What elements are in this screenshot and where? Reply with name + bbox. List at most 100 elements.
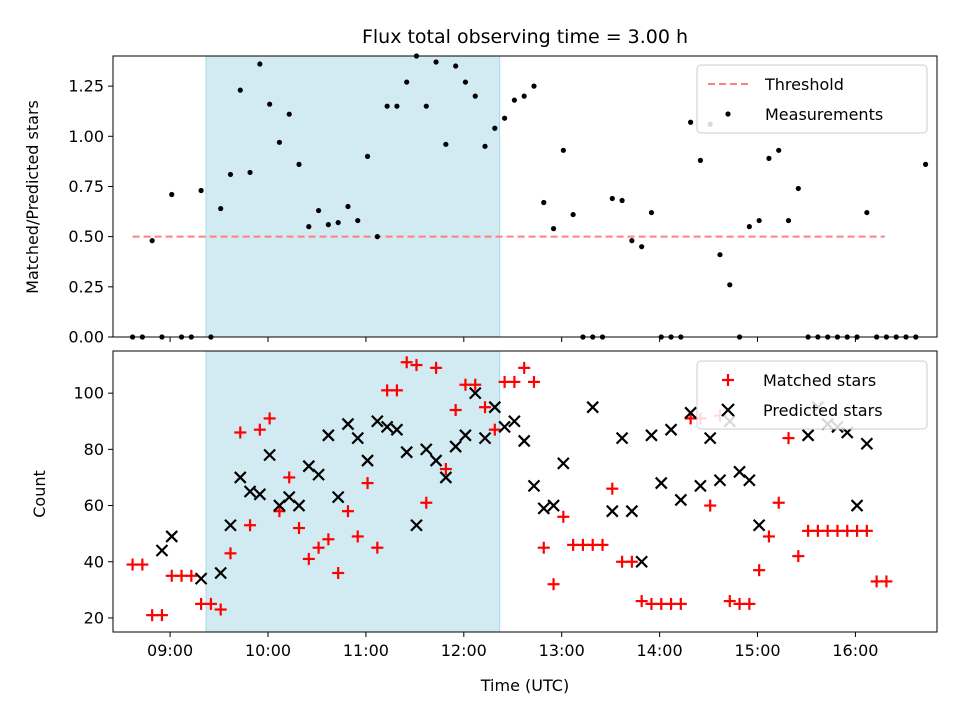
matched-point (547, 578, 560, 591)
matched-point (253, 423, 266, 436)
measurement-point (521, 93, 527, 99)
measurement-point (502, 115, 508, 121)
matched-point (860, 524, 873, 537)
measurement-point (570, 211, 576, 218)
matched-point (537, 541, 550, 554)
measurement-point (648, 209, 655, 216)
measurement-point (717, 252, 723, 258)
legend-threshold-label: Threshold (764, 75, 844, 94)
predicted-point (508, 414, 521, 428)
predicted-point (429, 454, 443, 467)
predicted-point (341, 417, 355, 431)
matched-point (351, 530, 364, 543)
predicted-point (449, 440, 462, 453)
matched-point (762, 530, 775, 543)
measurement-point (384, 103, 390, 109)
top-y-axis-label: Matched/Predicted stars (23, 100, 42, 294)
matched-point (508, 375, 521, 388)
matched-point (341, 505, 354, 518)
matched-point (204, 597, 217, 610)
shaded-interval (205, 350, 501, 633)
measurement-point (149, 238, 155, 244)
matched-point (185, 569, 198, 582)
measurement-point (492, 125, 498, 131)
measurement-point (864, 209, 870, 216)
predicted-point (694, 479, 707, 493)
predicted-point (801, 429, 815, 442)
matched-point (400, 356, 413, 369)
y-tick-label: 0.00 (68, 328, 104, 347)
y-tick-label: 0.75 (68, 177, 104, 196)
predicted-point (292, 499, 306, 512)
measurement-point (247, 169, 253, 176)
matched-point (214, 603, 227, 616)
matched-point (302, 552, 315, 565)
measurement-point (345, 203, 351, 210)
matched-point (518, 361, 531, 374)
matched-point (136, 558, 149, 571)
matched-point (234, 426, 247, 439)
measurement-point (531, 83, 537, 89)
predicted-point (527, 479, 541, 493)
y-tick-label: 80 (84, 440, 104, 459)
measurement-point (619, 197, 625, 204)
measurement-point (560, 147, 566, 153)
y-tick-label: 1.25 (68, 77, 104, 96)
legend-measurements-marker (725, 111, 731, 117)
predicted-point (654, 476, 668, 490)
x-tick-label: 12:00 (441, 641, 487, 660)
predicted-point (155, 544, 169, 557)
measurement-point (776, 147, 782, 153)
matched-point (557, 510, 570, 523)
matched-point (420, 496, 433, 509)
predicted-point (224, 518, 237, 532)
top-panel: 0.00 0.25 0.50 0.75 1.00 1.25 (68, 53, 938, 347)
matched-point (361, 477, 374, 490)
predicted-point (351, 431, 365, 445)
top-legend: Threshold Measurements (696, 64, 928, 134)
predicted-point (400, 445, 413, 459)
x-tick-label: 10:00 (245, 641, 291, 660)
matched-point (469, 378, 482, 391)
measurement-point (541, 199, 547, 206)
measurement-point (257, 61, 263, 67)
predicted-point (606, 504, 619, 518)
measurement-point (550, 226, 557, 232)
x-tick-label: 14:00 (637, 641, 683, 660)
measurement-point (756, 217, 762, 224)
predicted-point (380, 420, 394, 434)
predicted-point (537, 502, 551, 515)
measurement-point (727, 282, 733, 288)
legend-predicted-label: Predicted stars (763, 401, 883, 420)
matched-point (753, 564, 766, 577)
measurement-point (296, 161, 302, 167)
predicted-point (615, 431, 629, 445)
measurement-point (609, 195, 615, 202)
matched-point (390, 384, 403, 397)
measurement-point (629, 238, 635, 244)
measurement-point (169, 191, 175, 198)
predicted-point (214, 566, 227, 580)
matched-point (743, 597, 756, 610)
predicted-point (312, 468, 325, 481)
measurement-point (286, 111, 292, 117)
measurement-point (443, 141, 449, 147)
measurement-point (795, 185, 801, 192)
matched-point (635, 595, 648, 608)
measurement-point (404, 79, 410, 85)
measurement-point (267, 101, 273, 107)
measurement-point (433, 59, 439, 65)
chart-title: Flux total observing time = 3.00 h (362, 26, 688, 48)
predicted-point (517, 434, 531, 448)
measurement-point (482, 143, 488, 149)
measurement-point (394, 103, 400, 109)
matched-point (244, 519, 257, 532)
measurement-point (511, 97, 517, 103)
predicted-point (498, 420, 511, 434)
legend-matched-marker (722, 374, 734, 386)
predicted-point (194, 572, 208, 585)
matched-point (625, 555, 638, 568)
measurement-point (688, 119, 694, 125)
matched-points (126, 356, 893, 622)
